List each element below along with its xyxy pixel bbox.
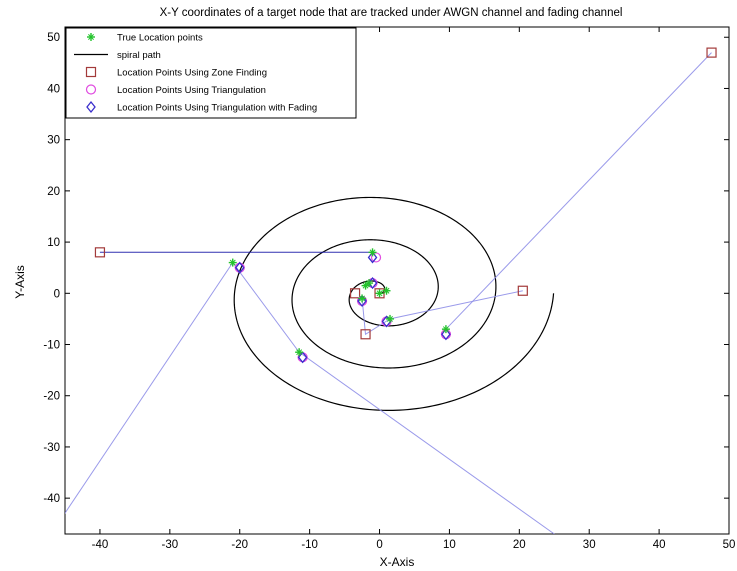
plus-marker-point [382, 286, 391, 295]
plus-marker-point [368, 248, 377, 257]
x-tick-label: 0 [376, 539, 382, 551]
y-axis-label: Y-Axis [13, 265, 27, 299]
y-tick-label: 40 [47, 83, 60, 95]
legend-swatch-diamond [86, 100, 96, 114]
tracking-path-line [361, 290, 523, 336]
plus-marker-point [295, 348, 304, 357]
legend-label: True Location points [117, 33, 203, 44]
y-tick-label: 20 [47, 186, 60, 198]
legend-swatch-square [85, 66, 97, 78]
legend-label: Location Points Using Triangulation with… [117, 103, 317, 114]
y-tick-label: -20 [43, 391, 60, 403]
y-tick-label: 50 [47, 32, 60, 44]
y-tick-label: 30 [47, 135, 60, 147]
y-tick-label: 10 [47, 237, 60, 249]
legend-box [65, 27, 357, 119]
x-tick-label: 20 [513, 539, 526, 551]
plus-marker-point [361, 281, 370, 290]
series-square-markers [94, 47, 717, 340]
plus-marker-point [375, 289, 384, 298]
square-marker-point [349, 288, 361, 299]
legend: True Location points spiral path Location … [65, 27, 357, 119]
plus-marker-point [441, 325, 450, 334]
x-tick-label: -40 [92, 539, 109, 551]
diamond-marker-point [234, 261, 245, 274]
legend-swatch-circle [85, 84, 97, 95]
square-marker-point [360, 329, 371, 340]
x-tick-label: 10 [443, 539, 456, 551]
plot-area [65, 47, 717, 534]
x-tick-label: 50 [723, 539, 736, 551]
plus-marker-point [228, 258, 237, 267]
legend-label: spiral path [117, 50, 161, 61]
diamond-marker-point [367, 251, 378, 264]
y-tick-label: 0 [54, 288, 60, 300]
x-tick-label: -20 [231, 539, 248, 551]
x-tick-label: -30 [162, 539, 179, 551]
diamond-marker-point [441, 328, 451, 341]
square-marker-point [94, 247, 106, 258]
y-tick-label: -10 [43, 340, 60, 352]
diamond-marker-point [367, 277, 378, 290]
plus-marker-point [358, 294, 367, 303]
x-tick-label: 30 [583, 539, 596, 551]
x-axis-label: X-Axis [380, 555, 415, 569]
legend-label: Location Points Using Zone Finding [117, 68, 267, 79]
legend-label: Location Points Using Triangulation [117, 85, 266, 96]
plus-marker-point [365, 279, 374, 288]
y-tick-label: -40 [43, 493, 60, 505]
series-plus-markers [228, 248, 450, 357]
y-axis-ticks: -40 -30 -20 -10 0 10 20 30 40 50 [43, 32, 729, 505]
legend-swatch-plus [87, 33, 95, 41]
square-marker-point [706, 47, 717, 58]
x-axis-ticks: -40 -30 -20 -10 0 10 20 30 40 50 [92, 27, 736, 551]
x-tick-label: 40 [653, 539, 666, 551]
tracking-path-line [445, 52, 712, 330]
diamond-marker-point [357, 294, 367, 308]
tracking-path-line [65, 262, 234, 514]
chart-title: X-Y coordinates of a target node that ar… [160, 7, 623, 19]
plus-marker-point [386, 314, 395, 323]
square-marker-point [517, 285, 528, 296]
x-tick-label: -10 [301, 539, 318, 551]
y-tick-label: -30 [43, 442, 60, 454]
diamond-marker-point [297, 351, 308, 364]
